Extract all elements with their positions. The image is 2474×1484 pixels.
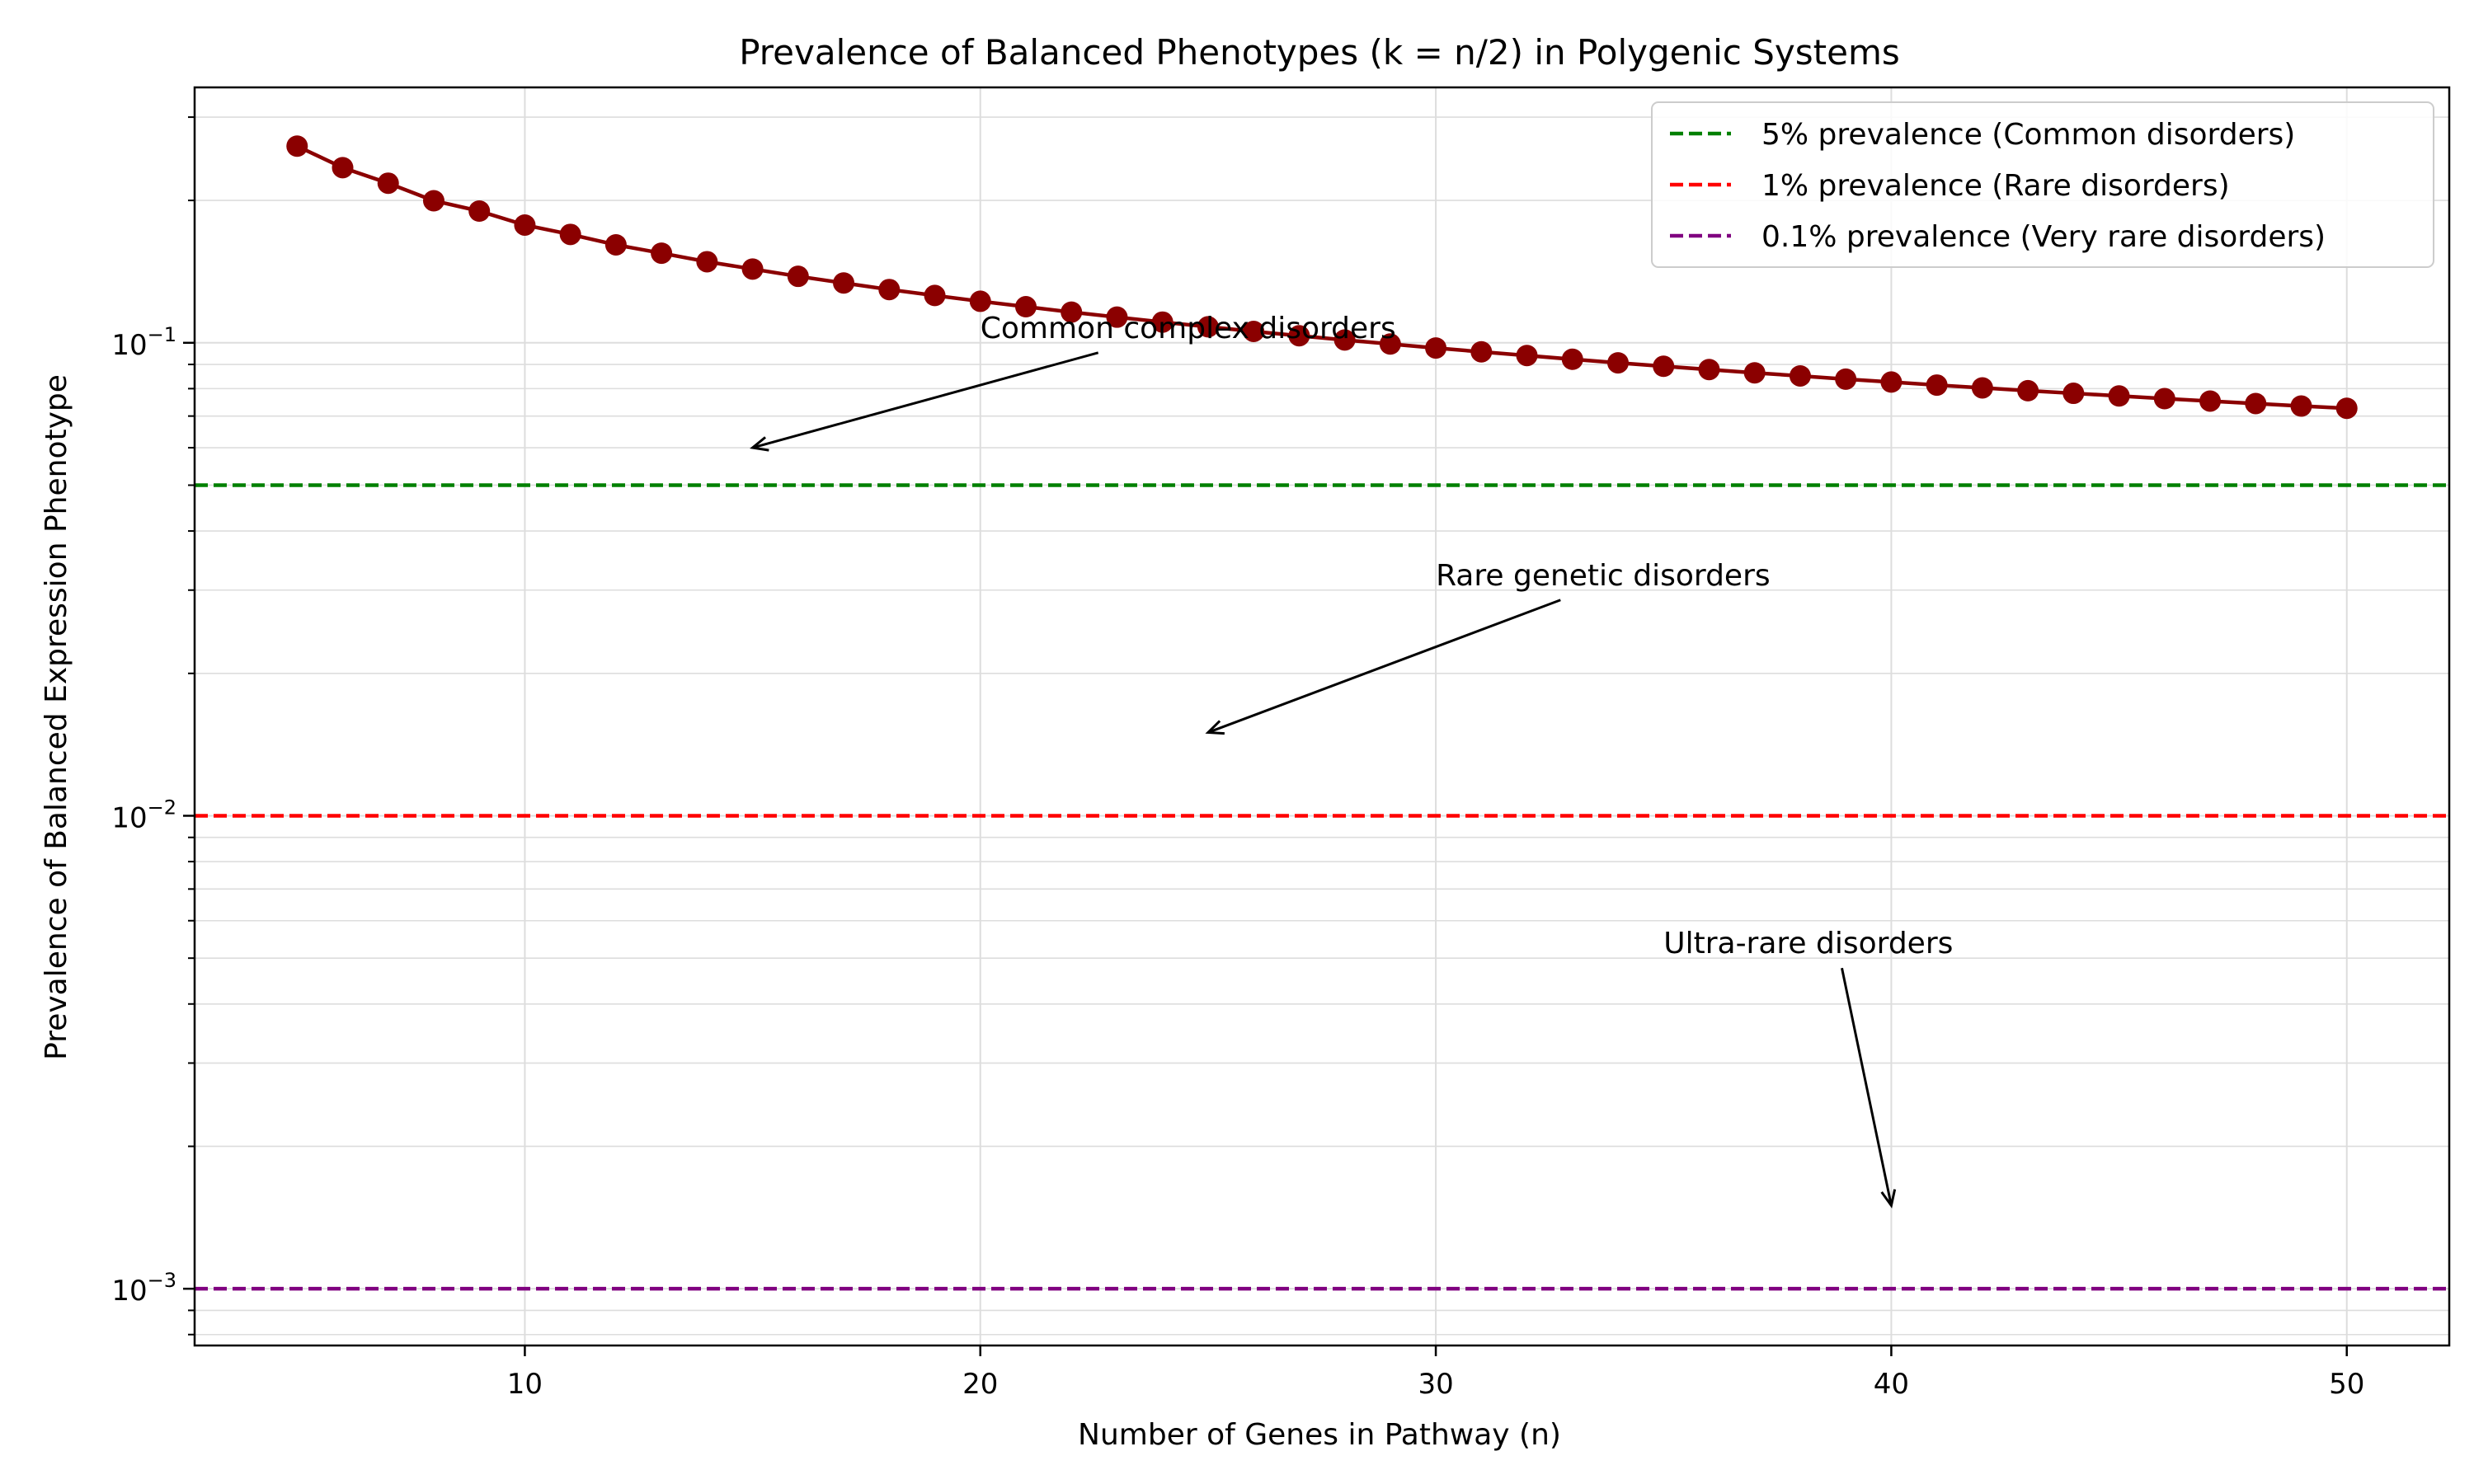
- data-point: [332, 157, 354, 179]
- x-tick-label: 50: [2329, 1368, 2364, 1401]
- data-point: [1106, 306, 1128, 328]
- annotation-arrow-head: [1205, 720, 1225, 735]
- data-point: [514, 214, 536, 236]
- chart-title: Prevalence of Balanced Phenotypes (k = n…: [739, 32, 1900, 73]
- data-point: [2017, 379, 2039, 402]
- annotation-arrow-shaft: [752, 351, 1099, 449]
- y-tick-label-base: 10: [111, 801, 147, 834]
- annotation-arrow-head: [750, 436, 769, 452]
- x-tick-label: 20: [962, 1368, 998, 1401]
- plot-frame: [193, 86, 2451, 1347]
- data-point: [1835, 368, 1857, 390]
- data-point: [969, 290, 991, 312]
- data-point: [1243, 320, 1265, 342]
- y-tick-label-exponent: −2: [148, 796, 176, 819]
- data-point: [286, 135, 308, 157]
- y-tick-label: 10−2: [111, 796, 176, 834]
- x-tick-label: 40: [1874, 1368, 1909, 1401]
- annotation-arrow-shaft: [1207, 599, 1561, 734]
- data-point: [2335, 397, 2358, 420]
- annotations: Common complex disorders Rare genetic dis…: [750, 312, 1953, 1209]
- data-point: [1151, 311, 1174, 333]
- annotation-arrow-shaft: [1841, 967, 1893, 1206]
- legend: 5% prevalence (Common disorders) 1% preva…: [1651, 101, 2434, 268]
- reference-lines: [195, 483, 2449, 1291]
- annotation-label: Rare genetic disorders: [1436, 559, 1771, 593]
- data-point: [1288, 325, 1310, 347]
- data-point: [559, 223, 581, 246]
- data-point: [1607, 352, 1630, 374]
- data-point: [377, 172, 399, 195]
- data-point: [1743, 362, 1766, 384]
- data-point: [2290, 395, 2312, 417]
- y-tick-label: 10−1: [111, 323, 176, 362]
- annotation-label: Ultra-rare disorders: [1663, 927, 1953, 960]
- data-point: [1197, 316, 1219, 338]
- y-tick-label-exponent: −3: [148, 1269, 176, 1292]
- data-point: [1561, 348, 1583, 370]
- data-point: [696, 251, 718, 273]
- data-point: [468, 200, 491, 223]
- data-point: [833, 272, 855, 294]
- data-point: [1789, 364, 1811, 387]
- legend-entry: 1% prevalence (Rare disorders): [1761, 169, 2230, 203]
- data-point: [1926, 374, 1948, 397]
- data-point: [1653, 355, 1675, 378]
- x-axis-label: Number of Genes in Pathway (n): [1078, 1418, 1561, 1452]
- data-point: [2108, 385, 2130, 407]
- data-point: [422, 190, 444, 212]
- legend-entry: 0.1% prevalence (Very rare disorders): [1761, 220, 2326, 254]
- data-point: [741, 258, 764, 280]
- y-tick-label: 10−3: [111, 1269, 176, 1308]
- data-point: [1061, 301, 1083, 323]
- data-point: [878, 279, 901, 301]
- data-point: [1425, 337, 1447, 359]
- data-point: [924, 284, 946, 307]
- y-tick-label-exponent: −1: [148, 323, 176, 346]
- annotation-label: Common complex disorders: [981, 312, 1396, 345]
- data-point: [1698, 359, 1720, 381]
- data-point: [1971, 377, 1993, 399]
- data-point: [604, 233, 627, 256]
- data-point: [1333, 329, 1356, 351]
- data-point: [2199, 390, 2222, 412]
- data-point: [1014, 296, 1037, 318]
- y-axis-label: Prevalence of Balanced Expression Phenot…: [40, 374, 73, 1060]
- y-tick-label-base: 10: [111, 329, 147, 362]
- data-point: [1516, 345, 1538, 367]
- y-tick-label-base: 10: [111, 1275, 147, 1308]
- legend-box: [1651, 101, 2434, 268]
- data-point: [1379, 333, 1401, 355]
- x-tick-label: 10: [507, 1368, 543, 1401]
- data-point: [651, 242, 673, 265]
- data-point: [2153, 387, 2175, 410]
- data-point: [2245, 392, 2267, 415]
- series-line: [296, 144, 2347, 411]
- data-point: [787, 265, 809, 288]
- data-point: [2062, 383, 2085, 405]
- x-tick-label: 30: [1418, 1368, 1453, 1401]
- legend-entry: 5% prevalence (Common disorders): [1761, 118, 2295, 152]
- annotation-arrow-head: [1880, 1189, 1897, 1209]
- data-point: [1470, 340, 1493, 363]
- data-series: [286, 135, 2358, 420]
- data-point: [1880, 371, 1903, 393]
